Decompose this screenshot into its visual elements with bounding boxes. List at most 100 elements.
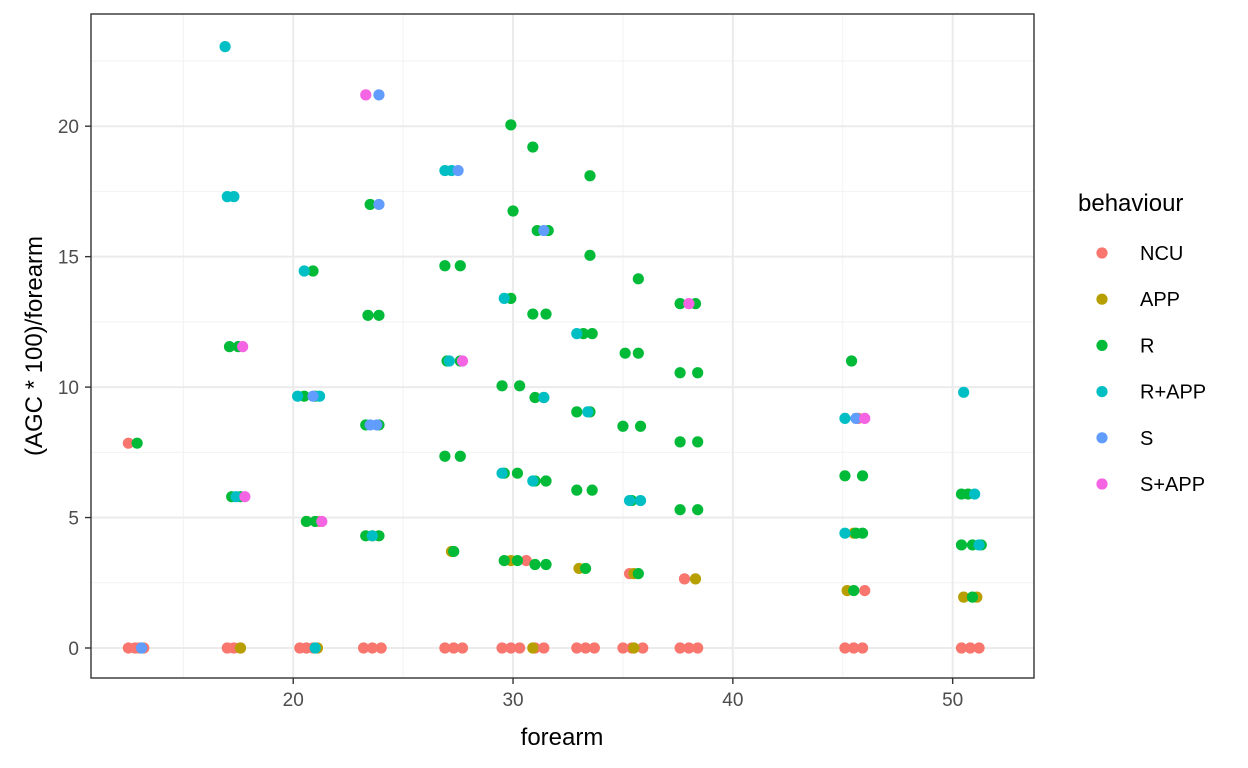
data-point bbox=[969, 488, 981, 500]
data-point bbox=[856, 527, 869, 539]
data-point bbox=[538, 391, 550, 404]
data-point bbox=[973, 642, 985, 654]
data-point bbox=[498, 292, 510, 304]
data-point bbox=[373, 198, 385, 211]
data-point bbox=[122, 437, 134, 449]
data-point bbox=[966, 591, 979, 603]
data-point bbox=[692, 504, 704, 516]
data-point bbox=[300, 515, 313, 528]
data-point bbox=[366, 642, 378, 654]
data-point bbox=[632, 347, 644, 359]
x-tick-label: 50 bbox=[942, 690, 963, 711]
data-point bbox=[514, 380, 526, 392]
legend-label: R bbox=[1140, 335, 1154, 357]
data-point bbox=[496, 380, 508, 392]
data-point bbox=[529, 391, 541, 404]
data-point bbox=[571, 328, 583, 340]
data-point bbox=[223, 341, 236, 353]
data-point bbox=[848, 584, 860, 597]
data-point bbox=[632, 273, 644, 285]
legend-label: APP bbox=[1140, 289, 1180, 311]
data-point bbox=[848, 642, 860, 654]
data-point bbox=[839, 470, 851, 482]
data-point bbox=[364, 198, 376, 211]
data-point bbox=[307, 265, 319, 277]
data-point bbox=[439, 260, 451, 272]
data-point bbox=[505, 642, 517, 654]
data-point bbox=[298, 265, 310, 277]
data-point bbox=[586, 328, 598, 340]
data-point bbox=[529, 558, 541, 571]
data-point bbox=[309, 642, 321, 654]
data-point bbox=[850, 412, 862, 425]
data-point bbox=[674, 436, 686, 448]
series-s bbox=[135, 89, 862, 654]
x-tick-label: 30 bbox=[502, 690, 523, 711]
data-point bbox=[637, 642, 649, 654]
data-point bbox=[131, 437, 143, 449]
data-point bbox=[674, 298, 686, 310]
data-point bbox=[617, 420, 629, 432]
data-point bbox=[514, 642, 526, 654]
data-point bbox=[859, 584, 871, 597]
data-point bbox=[454, 450, 466, 462]
data-point bbox=[520, 554, 532, 567]
legend-key bbox=[1096, 247, 1108, 259]
data-point bbox=[859, 412, 871, 425]
data-point bbox=[228, 191, 240, 203]
grid-minor bbox=[91, 14, 1034, 678]
data-point bbox=[628, 642, 640, 654]
data-point bbox=[955, 539, 968, 551]
data-point bbox=[964, 642, 976, 654]
data-point bbox=[540, 308, 552, 320]
data-points bbox=[122, 41, 987, 654]
data-point bbox=[219, 41, 231, 53]
legend-label: S bbox=[1140, 428, 1153, 450]
data-point bbox=[617, 642, 629, 654]
data-point bbox=[366, 530, 378, 542]
legend: behaviour NCU APP R R+APP S S+APP bbox=[1078, 190, 1206, 496]
series-s-app bbox=[237, 89, 871, 528]
data-point bbox=[540, 558, 552, 571]
data-point bbox=[958, 591, 970, 603]
data-point bbox=[454, 260, 466, 272]
legend-title: behaviour bbox=[1078, 190, 1183, 217]
data-point bbox=[584, 249, 596, 261]
legend-key bbox=[1096, 293, 1108, 305]
data-point bbox=[538, 224, 550, 237]
data-point bbox=[375, 642, 387, 654]
data-point bbox=[538, 642, 550, 654]
data-point bbox=[373, 89, 385, 101]
data-point bbox=[507, 205, 519, 217]
data-point bbox=[439, 642, 451, 654]
data-point bbox=[839, 412, 851, 425]
data-point bbox=[316, 515, 328, 528]
legend-key bbox=[1096, 386, 1108, 398]
data-point bbox=[683, 642, 695, 654]
data-point bbox=[571, 642, 583, 654]
data-point bbox=[839, 527, 851, 539]
data-point bbox=[619, 347, 631, 359]
data-point bbox=[237, 341, 249, 353]
data-point bbox=[234, 642, 247, 654]
y-axis-title: (AGC * 100)/forearm bbox=[21, 236, 48, 456]
data-point bbox=[498, 554, 510, 567]
legend-key bbox=[1096, 478, 1108, 490]
data-point bbox=[674, 642, 686, 654]
data-point bbox=[683, 298, 695, 310]
data-point bbox=[634, 494, 647, 507]
data-point bbox=[527, 642, 539, 654]
data-point bbox=[634, 420, 647, 432]
data-point bbox=[456, 355, 469, 367]
data-point bbox=[579, 562, 592, 575]
data-point bbox=[839, 642, 851, 654]
data-point bbox=[692, 642, 704, 654]
data-point bbox=[856, 642, 869, 654]
data-point bbox=[674, 367, 686, 379]
data-point bbox=[586, 484, 598, 496]
data-point bbox=[955, 642, 968, 654]
data-point bbox=[373, 309, 385, 321]
data-point bbox=[527, 308, 539, 320]
data-point bbox=[448, 642, 460, 654]
y-tick-label: 15 bbox=[58, 248, 79, 269]
